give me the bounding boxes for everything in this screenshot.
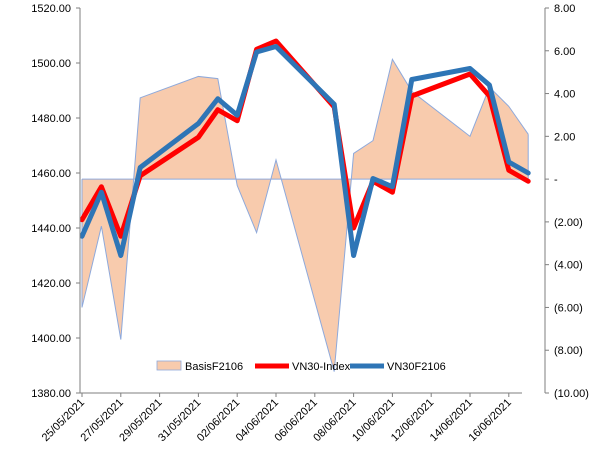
left-tick-label: 1500.00 xyxy=(31,58,71,70)
right-tick-label: 2.00 xyxy=(554,131,575,143)
legend-item-vn30-index: VN30-Index xyxy=(255,361,351,373)
right-tick-label: (8.00) xyxy=(554,345,583,357)
basis-area xyxy=(82,59,529,372)
left-tick-label: 1440.00 xyxy=(31,223,71,235)
basis-area-layer xyxy=(81,58,529,372)
line-series-layer xyxy=(79,38,531,258)
left-tick-label: 1520.00 xyxy=(31,3,71,15)
right-tick-label: 8.00 xyxy=(554,3,575,15)
legend-label: VN30F2106 xyxy=(387,361,446,373)
right-tick-label: 6.00 xyxy=(554,46,575,58)
left-tick-label: 1480.00 xyxy=(31,113,71,125)
legend-item-basisf2106: BasisF2106 xyxy=(156,360,243,373)
right-tick-label: - xyxy=(554,174,558,186)
right-tick-label: (10.00) xyxy=(554,388,589,400)
legend-label: BasisF2106 xyxy=(185,361,243,373)
right-tick-label: 4.00 xyxy=(554,89,575,101)
vn30f2106-line xyxy=(79,44,531,258)
basis-area-edge xyxy=(81,58,529,372)
right-tick-label: (4.00) xyxy=(554,260,583,272)
legend-swatch xyxy=(156,360,182,371)
legend-item-vn30f2106: VN30F2106 xyxy=(350,361,446,373)
left-tick-label: 1420.00 xyxy=(31,278,71,290)
right-tick-label: (6.00) xyxy=(554,302,583,314)
legend-label: VN30-Index xyxy=(292,361,351,373)
legend: BasisF2106 VN30-Index VN30F2106 xyxy=(156,360,446,373)
left-tick-label: 1460.00 xyxy=(31,168,71,180)
left-tick-label: 1400.00 xyxy=(31,333,71,345)
left-tick-label: 1380.00 xyxy=(31,388,71,400)
right-tick-label: (2.00) xyxy=(554,217,583,229)
